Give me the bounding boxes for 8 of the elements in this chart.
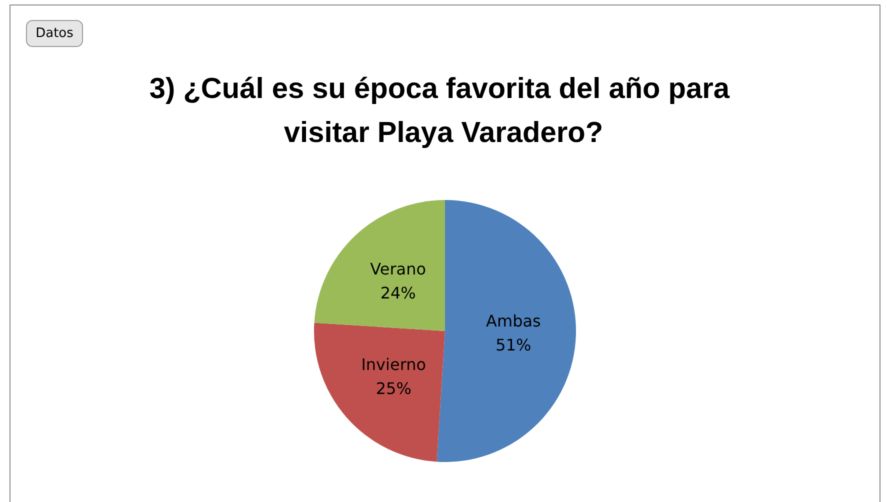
text: Datos: [36, 26, 74, 41]
slice-label: Ambas: [486, 312, 541, 331]
slice-label: Invierno: [361, 354, 426, 374]
chart-title: 3) ¿Cuál es su época favorita del año para visitar Playa Varadero?: [149, 73, 738, 149]
data-label: 25%: [376, 378, 412, 398]
data-label: 51%: [496, 336, 532, 355]
data-label: 24%: [380, 284, 416, 303]
slice-label: Verano: [370, 260, 426, 279]
